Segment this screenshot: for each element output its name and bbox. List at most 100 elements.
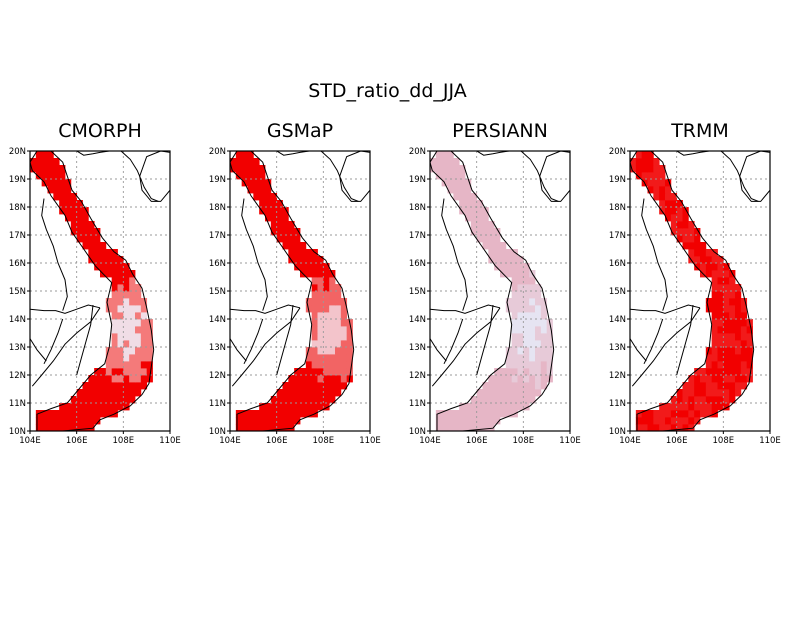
grid-cell <box>323 298 330 306</box>
grid-cell <box>111 305 118 313</box>
grid-cell <box>482 221 489 229</box>
border-line <box>30 304 101 314</box>
grid-cell <box>288 417 295 425</box>
lat-tick-label: 19N <box>409 175 426 185</box>
grid-cell <box>735 319 742 327</box>
grid-cell <box>740 340 748 348</box>
grid-cell <box>288 242 295 250</box>
grid-cell <box>105 347 113 355</box>
grid-cell <box>511 403 518 411</box>
grid-cell <box>311 291 318 299</box>
grid-cell <box>717 298 724 306</box>
grid-cell <box>123 319 130 327</box>
grid-cell <box>88 417 95 425</box>
lat-tick-label: 19N <box>9 175 26 185</box>
precip-ratio-field <box>630 151 753 431</box>
grid-cell <box>529 375 536 383</box>
grid-cell <box>294 410 301 418</box>
grid-cell <box>540 361 548 369</box>
grid-cell <box>511 326 518 334</box>
grid-cell <box>53 410 60 418</box>
grid-cell <box>317 354 324 362</box>
grid-cell <box>523 347 530 355</box>
grid-cell <box>535 298 542 306</box>
grid-cell <box>665 186 672 194</box>
grid-cell <box>105 403 113 411</box>
grid-cell <box>117 396 124 404</box>
grid-cell <box>294 375 301 383</box>
grid-cell <box>82 396 89 404</box>
grid-cell <box>500 263 507 271</box>
grid-cell <box>311 340 318 348</box>
grid-cell <box>305 382 313 390</box>
grid-cell <box>470 193 478 201</box>
grid-cell <box>717 277 724 285</box>
grid-cell <box>146 354 153 362</box>
grid-cell <box>740 361 748 369</box>
grid-cell <box>723 361 730 369</box>
grid-cell <box>305 403 313 411</box>
grid-cell <box>111 312 118 320</box>
grid-cell <box>723 375 730 383</box>
grid-cell <box>329 396 336 404</box>
grid-cell <box>723 340 730 348</box>
grid-cell <box>670 200 678 208</box>
grid-cell <box>123 270 130 278</box>
grid-cell <box>270 417 278 425</box>
grid-cell <box>340 354 348 362</box>
grid-cell <box>494 368 501 376</box>
grid-cell <box>294 256 301 264</box>
grid-cell <box>705 270 713 278</box>
grid-cell <box>82 410 89 418</box>
grid-cell <box>717 305 724 313</box>
border-line <box>41 198 68 311</box>
grid-cell <box>523 312 530 320</box>
grid-cell <box>717 347 724 355</box>
grid-cell <box>465 200 472 208</box>
grid-cell <box>723 270 730 278</box>
grid-cell <box>35 165 43 173</box>
grid-cell <box>705 382 713 390</box>
grid-cell <box>82 242 89 250</box>
grid-cell <box>511 270 518 278</box>
grid-cell <box>259 417 266 425</box>
grid-cell <box>711 340 718 348</box>
grid-cell <box>111 326 118 334</box>
grid-cell <box>729 298 736 306</box>
grid-cell <box>700 368 707 376</box>
grid-cell <box>465 179 472 187</box>
map-trmm: 10N 11N 12N 13N 14N 15N 16N 17N 18N 19N 20N 104E 106… <box>609 147 781 446</box>
grid-cell <box>123 326 130 334</box>
grid-cell <box>529 291 536 299</box>
grid-cell <box>535 361 542 369</box>
grid-cell <box>523 305 530 313</box>
grid-cell <box>346 354 353 362</box>
grid-cell <box>270 221 278 229</box>
grid-cell <box>723 291 730 299</box>
grid-cell <box>35 151 43 159</box>
grid-cell <box>653 410 660 418</box>
grid-cell <box>735 375 742 383</box>
panel-title-cmorph: CMORPH <box>58 120 142 142</box>
grid-cell <box>670 403 678 411</box>
grid-cell <box>100 389 107 397</box>
grid-cell <box>535 305 542 313</box>
grid-cell <box>346 326 353 334</box>
grid-cell <box>323 270 330 278</box>
grid-cell <box>647 410 654 418</box>
grid-cell <box>470 403 478 411</box>
grid-cell <box>253 172 260 180</box>
grid-cell <box>641 417 648 425</box>
border-line <box>476 304 494 376</box>
grid-cell <box>694 228 701 236</box>
grid-cell <box>111 291 118 299</box>
grid-cell <box>241 158 248 166</box>
grid-cell <box>59 403 66 411</box>
grid-cell <box>535 312 542 320</box>
grid-cell <box>676 396 683 404</box>
grid-cell <box>317 368 324 376</box>
grid-cell <box>447 179 454 187</box>
grid-cell <box>241 410 248 418</box>
grid-cell <box>435 424 443 431</box>
grid-cell <box>523 277 530 285</box>
